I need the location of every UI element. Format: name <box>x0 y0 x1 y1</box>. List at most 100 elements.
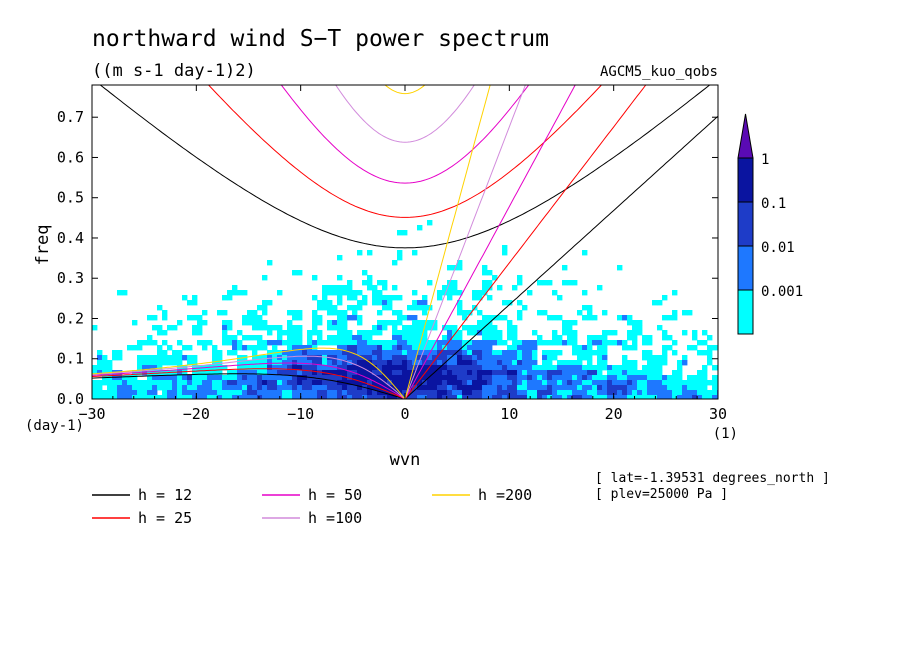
heat-cell <box>182 295 188 301</box>
heat-cell <box>142 370 148 376</box>
heat-cell <box>322 360 328 366</box>
heat-cell <box>387 370 393 376</box>
heat-cell <box>107 380 113 386</box>
heat-cell <box>347 305 353 311</box>
heat-cell <box>192 395 198 399</box>
heat-cell <box>417 360 423 366</box>
heat-cell <box>387 320 393 326</box>
heat-cell <box>147 385 153 391</box>
heat-cell <box>322 390 328 396</box>
heat-cell <box>107 365 113 371</box>
heat-cell <box>587 380 593 386</box>
heat-cell <box>437 340 443 346</box>
heat-cell <box>302 375 308 381</box>
heat-cell <box>377 365 383 371</box>
legend-label: h = 12 <box>138 486 192 504</box>
heat-cell <box>157 350 163 356</box>
heat-cell <box>382 350 388 356</box>
heat-cell <box>97 390 103 396</box>
heat-cell <box>222 325 228 331</box>
heat-cell <box>227 295 233 301</box>
heat-cell <box>467 340 473 346</box>
heat-cell <box>472 295 478 301</box>
heat-cell <box>252 390 258 396</box>
heat-cell <box>467 350 473 356</box>
heat-cell <box>327 320 333 326</box>
heat-cell <box>587 360 593 366</box>
heat-cell <box>542 375 548 381</box>
heat-cell <box>352 355 358 361</box>
heat-cell <box>222 380 228 386</box>
heat-cell <box>617 265 623 271</box>
heat-cell <box>327 380 333 386</box>
heat-cell <box>257 345 263 351</box>
heat-cell <box>422 355 428 361</box>
heat-cell <box>232 380 238 386</box>
heat-cell <box>252 345 258 351</box>
heat-cell <box>192 325 198 331</box>
y-unit-label: (day-1) <box>25 418 84 434</box>
heat-cell <box>297 310 303 316</box>
heat-cell <box>277 330 283 336</box>
heat-cell <box>287 320 293 326</box>
heat-cell <box>182 395 188 399</box>
gravity-curve <box>335 85 475 143</box>
heat-cell <box>297 355 303 361</box>
heat-cell <box>282 390 288 396</box>
heat-cell <box>712 365 718 371</box>
heat-cell <box>417 355 423 361</box>
heat-cell <box>317 340 323 346</box>
heat-cell <box>547 340 553 346</box>
heat-cell <box>382 295 388 301</box>
heat-cell <box>147 390 153 396</box>
heat-cell <box>527 380 533 386</box>
heat-cell <box>412 300 418 306</box>
heat-cell <box>357 340 363 346</box>
heat-cell <box>252 310 258 316</box>
heat-cell <box>202 320 208 326</box>
heat-cell <box>217 395 223 399</box>
heat-cell <box>467 310 473 316</box>
heat-cell <box>447 345 453 351</box>
heat-cell <box>317 385 323 391</box>
heat-cell <box>637 375 643 381</box>
heat-cell <box>692 375 698 381</box>
heat-cell <box>622 355 628 361</box>
heat-cell <box>487 390 493 396</box>
y-tick-label: 0.5 <box>57 189 84 207</box>
heat-cell <box>397 375 403 381</box>
heat-cell <box>262 320 268 326</box>
heat-cell <box>577 355 583 361</box>
heat-cell <box>482 280 488 286</box>
heat-cell <box>612 395 618 399</box>
heat-cell <box>367 250 373 256</box>
heat-cell <box>557 380 563 386</box>
heat-cell <box>517 395 523 399</box>
heat-cell <box>317 365 323 371</box>
heat-cell <box>582 290 588 296</box>
heat-cell <box>182 345 188 351</box>
heat-cell <box>157 395 163 399</box>
heat-cell <box>407 395 413 399</box>
heat-cell <box>392 330 398 336</box>
heat-cell <box>237 345 243 351</box>
heat-cell <box>622 375 628 381</box>
heat-cell <box>477 350 483 356</box>
heat-cell <box>497 355 503 361</box>
heat-cell <box>382 340 388 346</box>
heat-cell <box>487 335 493 341</box>
heat-cell <box>452 290 458 296</box>
x-tick-label: 20 <box>605 405 623 423</box>
heat-cell <box>382 345 388 351</box>
heat-cell <box>522 365 528 371</box>
heat-cell <box>517 350 523 356</box>
heat-cell <box>307 380 313 386</box>
heat-cell <box>257 370 263 376</box>
heat-cell <box>397 255 403 261</box>
heat-cell <box>317 335 323 341</box>
heat-cell <box>697 390 703 396</box>
heat-cell <box>192 390 198 396</box>
heat-cell <box>512 360 518 366</box>
heat-cell <box>592 375 598 381</box>
heat-cell <box>482 335 488 341</box>
